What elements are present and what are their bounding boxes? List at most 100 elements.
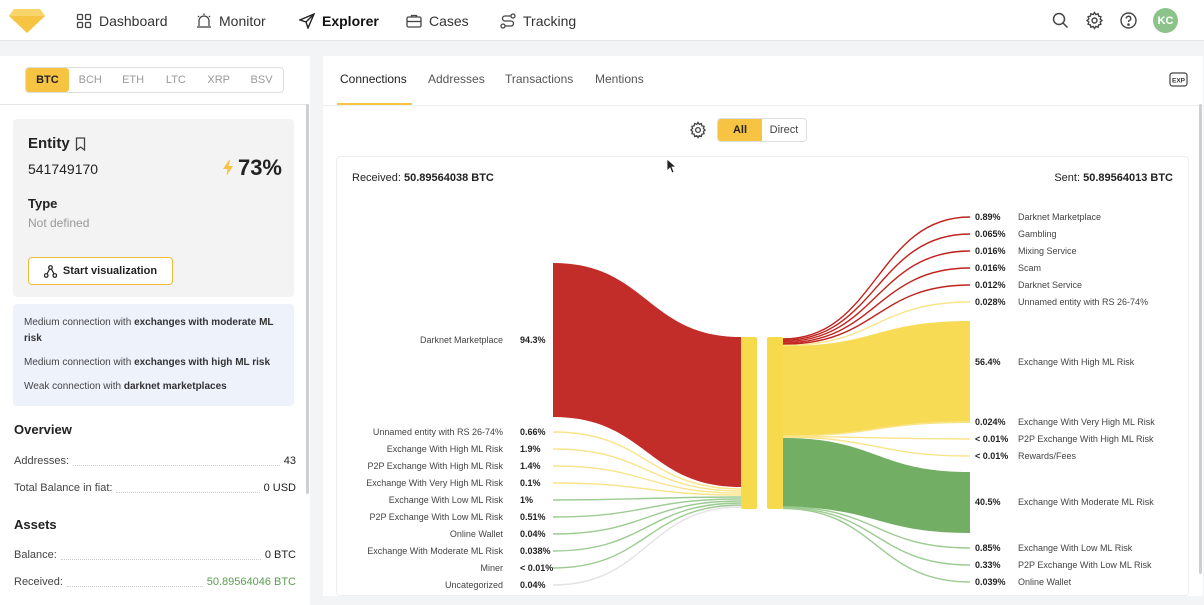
type-value: Not defined [28, 216, 90, 230]
nav-monitor[interactable]: Monitor [196, 0, 266, 41]
sidebar-scrollbar[interactable] [306, 104, 309, 494]
sankey-flow-out-9[interactable] [782, 436, 971, 457]
sankey-source-pct: 0.66% [520, 427, 546, 437]
sent-total: Sent: 50.89564013 BTC [1054, 172, 1173, 184]
currency-bch[interactable]: BCH [78, 74, 102, 86]
export-icon[interactable]: EXP [1169, 71, 1188, 88]
tab-connections[interactable]: Connections [340, 72, 407, 86]
gear-icon[interactable] [1085, 11, 1104, 30]
insight-item: Medium connection with exchanges with hi… [24, 355, 283, 371]
sankey-flow-out-10[interactable] [783, 438, 970, 533]
sankey-center-in-node [741, 337, 757, 509]
sankey-target-label: Exchange With High ML Risk [1018, 357, 1135, 367]
sankey-flow-in-5[interactable] [552, 496, 742, 501]
nav-cases[interactable]: Cases [406, 0, 469, 41]
nav-explorer[interactable]: Explorer [299, 0, 379, 41]
tab-addresses[interactable]: Addresses [428, 72, 485, 86]
sankey-flow-in-0[interactable] [553, 263, 741, 487]
sankey-flow-out-5[interactable] [782, 301, 971, 347]
tab-transactions[interactable]: Transactions [505, 72, 574, 86]
currency-bsv[interactable]: BSV [250, 74, 273, 86]
sankey-flow-in-1[interactable] [552, 431, 742, 490]
panel-scrollbar[interactable] [1199, 104, 1202, 574]
bookmark-icon[interactable] [75, 136, 86, 151]
filter-all-button[interactable]: All [718, 119, 762, 141]
sankey-flow-in-4[interactable] [552, 482, 742, 496]
sankey-center-out-node [767, 337, 783, 509]
sent-value: 50.89564013 BTC [1083, 172, 1173, 184]
sankey-target-pct: 0.065% [975, 229, 1006, 239]
currency-xrp[interactable]: XRP [207, 74, 231, 86]
start-visualization-button[interactable]: Start visualization [28, 257, 173, 285]
avatar[interactable]: KC [1153, 8, 1178, 33]
entity-sidebar: BTC BCH ETH LTC XRP BSV Entity 541749170… [0, 56, 310, 605]
logo-icon[interactable] [8, 5, 46, 35]
sankey-flow-in-8[interactable] [552, 502, 742, 552]
sankey-source-label: Exchange With High ML Risk [386, 444, 503, 454]
sankey-flow-in-3[interactable] [552, 465, 742, 494]
received-total: Received: 50.89564038 BTC [352, 172, 494, 184]
divider [0, 104, 308, 105]
sankey-flow-in-6[interactable] [552, 498, 742, 518]
sankey-source-pct: 1.4% [520, 461, 541, 471]
sankey-flow-out-12[interactable] [782, 507, 971, 566]
sankey-target-label: Scam [1018, 263, 1042, 273]
connection-filter-toggle: All Direct [717, 118, 807, 142]
entity-title: Entity [28, 135, 86, 152]
sankey-flow-out-8[interactable] [782, 435, 971, 440]
sankey-flow-in-2[interactable] [552, 448, 742, 492]
row-value: 43 [283, 455, 296, 467]
row-value: 0 USD [263, 482, 296, 494]
sankey-flow-in-10[interactable] [552, 506, 742, 586]
dotted-leader [66, 578, 203, 587]
sankey-source-pct: 0.04% [520, 580, 546, 590]
mouse-cursor-icon [666, 158, 676, 174]
sankey-source-label: Miner [480, 563, 503, 573]
insight-prefix: Weak connection with [24, 381, 124, 392]
search-icon[interactable] [1051, 11, 1070, 30]
sankey-flow-out-3[interactable] [782, 267, 971, 344]
dotted-leader [60, 551, 261, 560]
row-label: Total Balance in fiat: [14, 482, 113, 494]
entity-id: 541749170 [28, 161, 99, 177]
currency-ltc[interactable]: LTC [165, 74, 186, 86]
sankey-flow-out-0[interactable] [782, 216, 971, 340]
sankey-flow-out-2[interactable] [782, 250, 971, 343]
sankey-flow-out-11[interactable] [782, 506, 971, 549]
sankey-source-label: Exchange With Low ML Risk [388, 495, 503, 505]
sankey-flow-out-4[interactable] [782, 284, 971, 345]
currency-btc[interactable]: BTC [26, 68, 69, 92]
nav-tracking-label: Tracking [523, 12, 577, 29]
grid-icon [76, 13, 92, 28]
route-icon [500, 12, 516, 29]
nav-dashboard[interactable]: Dashboard [76, 0, 168, 41]
sankey-source-label: Exchange With Moderate ML Risk [367, 546, 503, 556]
sankey-flow-in-7[interactable] [552, 500, 742, 535]
insight-prefix: Medium connection with [24, 357, 135, 368]
help-icon[interactable] [1119, 11, 1138, 30]
currency-eth[interactable]: ETH [122, 74, 145, 86]
tab-mentions[interactable]: Mentions [595, 72, 644, 86]
sankey-target-pct: 0.028% [975, 297, 1006, 307]
nav-tracking[interactable]: Tracking [500, 0, 576, 41]
nav-cases-label: Cases [429, 12, 469, 29]
sankey-target-pct: 0.012% [975, 280, 1006, 290]
sankey-flow-out-6[interactable] [783, 321, 970, 436]
sankey-flow-out-13[interactable] [782, 507, 971, 583]
connections-panel: Connections Addresses Transactions Menti… [323, 56, 1203, 596]
start-visualization-label: Start visualization [62, 265, 158, 277]
sankey-flow-in-9[interactable] [552, 504, 742, 569]
entity-title-label: Entity [28, 135, 70, 152]
sankey-target-pct: 40.5% [975, 497, 1001, 507]
sankey-source-pct: 0.1% [520, 478, 541, 488]
row-label: Received: [14, 576, 63, 588]
sankey-flow-out-7[interactable] [782, 421, 971, 437]
insight-item: Medium connection with exchanges with mo… [24, 315, 283, 347]
sankey-target-label: Rewards/Fees [1018, 451, 1077, 461]
settings-gear-icon[interactable] [689, 121, 707, 139]
nav-dashboard-label: Dashboard [99, 12, 168, 29]
filter-direct-button[interactable]: Direct [769, 124, 799, 136]
received-label: Received: [352, 172, 401, 184]
sankey-flow-out-1[interactable] [782, 233, 971, 341]
sankey-target-pct: 0.33% [975, 560, 1001, 570]
